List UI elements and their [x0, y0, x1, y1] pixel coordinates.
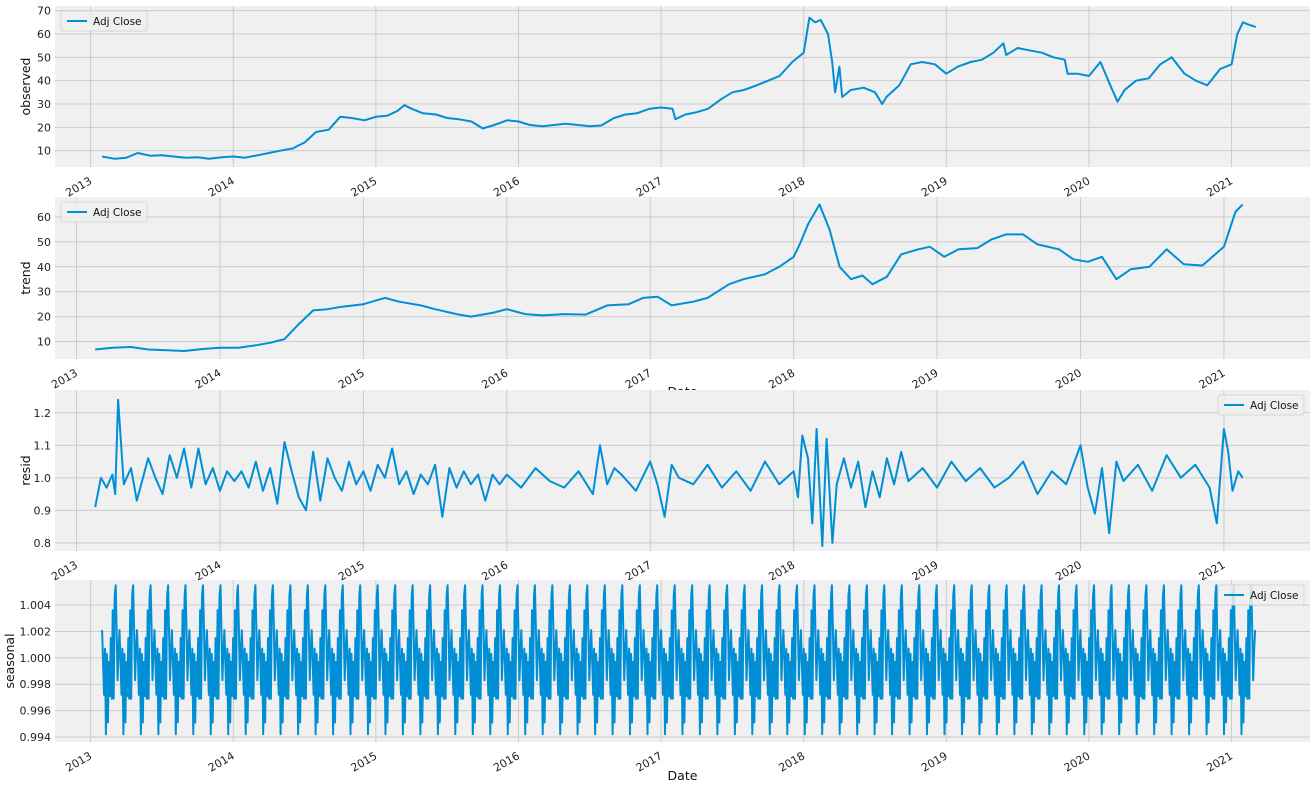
plot-area	[55, 6, 1310, 167]
legend: Adj Close	[60, 10, 148, 32]
plot-area	[55, 390, 1310, 551]
y-tick-label: 1.0	[34, 472, 52, 485]
x-tick-label: 2018	[776, 174, 807, 199]
legend: Adj Close	[1217, 584, 1305, 606]
x-tick-label: 2015	[349, 749, 380, 774]
y-tick-label: 20	[37, 121, 51, 134]
x-tick-label: 2013	[49, 366, 80, 391]
plot-area	[55, 197, 1310, 359]
y-tick-label: 40	[37, 75, 51, 88]
panel-seasonal: 0.994 0.996 0.998 1.000 1.002 1.004 2013 2014 20…	[2, 580, 1310, 783]
x-tick-label: 2018	[766, 558, 797, 583]
series-line-adj-close	[101, 584, 1257, 736]
legend-label: Adj Close	[1250, 590, 1299, 602]
y-axis-label: observed	[18, 58, 33, 116]
series-line-adj-close	[101, 16, 1257, 160]
x-tick-label: 2020	[1062, 174, 1093, 199]
y-tick-label: 1.000	[20, 652, 52, 665]
legend: Adj Close	[60, 201, 148, 223]
y-tick-label: 70	[37, 5, 51, 18]
y-tick-label: 20	[37, 311, 51, 324]
y-tick-label: 1.004	[20, 599, 52, 612]
series-line-adj-close	[95, 203, 1244, 352]
x-tick-label: 2017	[634, 174, 665, 199]
y-tick-label: 1.2	[34, 407, 52, 420]
x-tick-label: 2021	[1197, 558, 1228, 583]
y-tick-label: 10	[37, 145, 51, 158]
legend: Adj Close	[1217, 394, 1305, 416]
y-tick-label: 60	[37, 211, 51, 224]
y-tick-label: 0.994	[20, 731, 52, 744]
y-axis-label: seasonal	[2, 633, 17, 688]
legend-label: Adj Close	[1250, 400, 1299, 412]
x-tick-label: 2018	[776, 749, 807, 774]
x-tick-label: 2020	[1053, 558, 1084, 583]
y-tick-label: 1.002	[20, 625, 52, 638]
series-line-adj-close	[94, 398, 1244, 548]
x-tick-label: 2015	[336, 366, 367, 391]
y-tick-label: 50	[37, 51, 51, 64]
x-tick-label: 2020	[1062, 749, 1093, 774]
panel-observed: 10 20 30 40 50 60 70 2013 2014 2015 2016 2017 2018 20…	[18, 5, 1310, 200]
x-tick-label: 2020	[1053, 366, 1084, 391]
x-tick-label: 2014	[193, 366, 224, 391]
y-tick-label: 30	[37, 98, 51, 111]
x-tick-label: 2015	[336, 558, 367, 583]
y-axis-label: trend	[18, 261, 33, 294]
x-tick-label: 2014	[206, 749, 237, 774]
x-tick-label: 2018	[766, 366, 797, 391]
x-tick-label: 2021	[1197, 366, 1228, 391]
x-tick-label: 2016	[480, 558, 511, 583]
y-tick-label: 0.998	[20, 678, 52, 691]
y-tick-label: 40	[37, 261, 51, 274]
y-axis-label: resid	[18, 455, 33, 485]
x-tick-label: 2016	[491, 174, 522, 199]
x-tick-label: 2016	[480, 366, 511, 391]
x-axis-label: Date	[668, 768, 698, 783]
x-tick-label: 2017	[623, 558, 654, 583]
x-tick-label: 2021	[1204, 749, 1235, 774]
x-tick-label: 2013	[63, 174, 94, 199]
y-tick-label: 0.8	[34, 537, 52, 550]
legend-label: Adj Close	[93, 16, 142, 28]
x-tick-label: 2013	[49, 558, 80, 583]
x-tick-label: 2017	[623, 366, 654, 391]
x-tick-label: 2019	[910, 558, 941, 583]
legend-label: Adj Close	[93, 207, 142, 219]
x-tick-label: 2016	[491, 749, 522, 774]
x-tick-label: 2021	[1204, 174, 1235, 199]
x-tick-label: 2015	[349, 174, 380, 199]
y-tick-label: 10	[37, 336, 51, 349]
y-tick-label: 0.996	[20, 705, 52, 718]
x-tick-label: 2017	[634, 749, 665, 774]
y-tick-label: 30	[37, 286, 51, 299]
x-tick-label: 2013	[63, 749, 94, 774]
x-tick-label: 2014	[193, 558, 224, 583]
y-tick-label: 0.9	[34, 504, 52, 517]
x-tick-label: 2019	[919, 749, 950, 774]
x-tick-label: 2019	[910, 366, 941, 391]
panel-trend: 10 20 30 40 50 60 2013 2014 2015 2016 2017 2018 2019…	[18, 197, 1310, 399]
x-tick-label: 2014	[206, 174, 237, 199]
y-tick-label: 60	[37, 28, 51, 41]
x-tick-label: 2019	[919, 174, 950, 199]
y-tick-label: 50	[37, 236, 51, 249]
panel-resid: 0.8 0.9 1.0 1.1 1.2 2013 2014 2015 2016 2017 2018 2…	[18, 390, 1310, 584]
y-tick-label: 1.1	[34, 439, 52, 452]
